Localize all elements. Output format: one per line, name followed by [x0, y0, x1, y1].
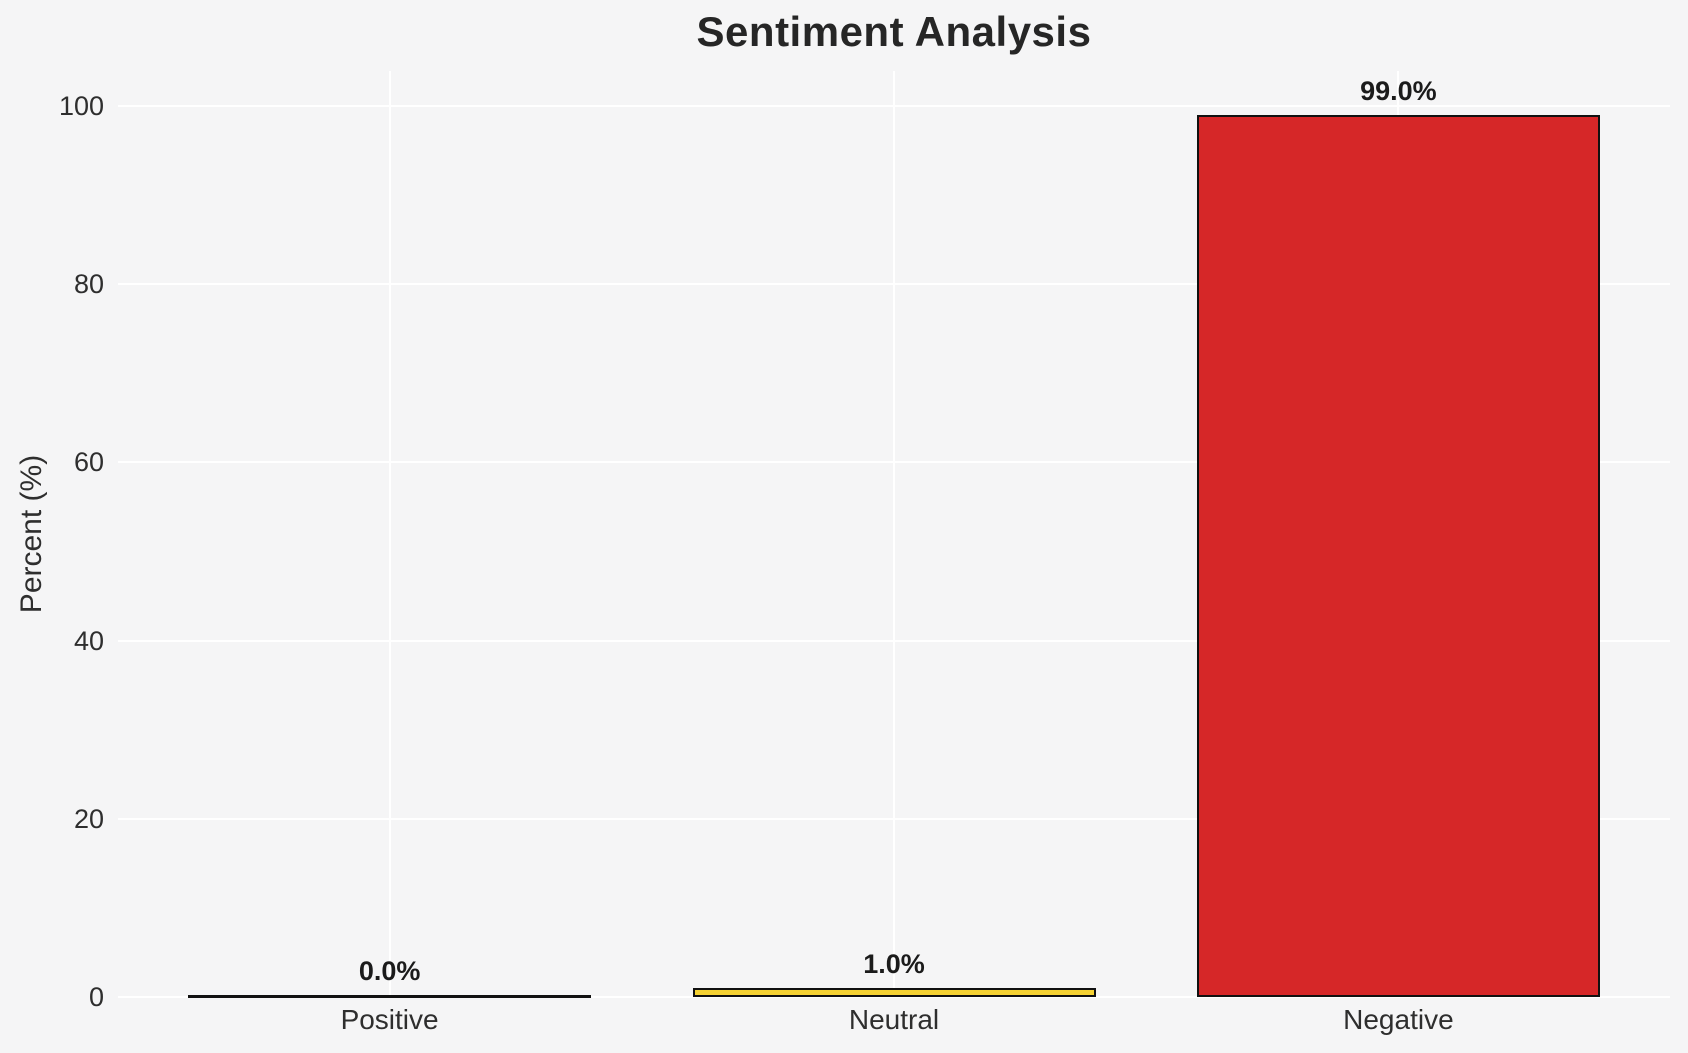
y-tick-0: 0 [88, 982, 104, 1012]
x-tick-positive: Positive [340, 1004, 439, 1035]
bar-value-label-negative: 99.0% [1360, 75, 1437, 106]
chart-title: Sentiment Analysis [696, 8, 1092, 55]
bar-positive [188, 995, 592, 998]
y-axis-label: Percent (%) [15, 454, 48, 614]
y-tick-40: 40 [73, 625, 104, 656]
bar-neutral [692, 988, 1096, 997]
x-tick-negative: Negative [1343, 1004, 1454, 1035]
x-tick-neutral: Neutral [848, 1004, 940, 1035]
bar-value-label-neutral: 1.0% [863, 949, 925, 980]
gridline-x-neutral [893, 71, 895, 997]
y-tick-100: 100 [58, 91, 104, 121]
gridline-x-positive [388, 71, 391, 997]
y-tick-80: 80 [73, 269, 104, 300]
bar-value-label-positive: 0.0% [358, 956, 421, 986]
y-tick-60: 60 [73, 447, 104, 478]
bar-negative [1196, 114, 1600, 997]
y-tick-20: 20 [73, 803, 104, 834]
gridline-y-0 [118, 996, 1670, 998]
